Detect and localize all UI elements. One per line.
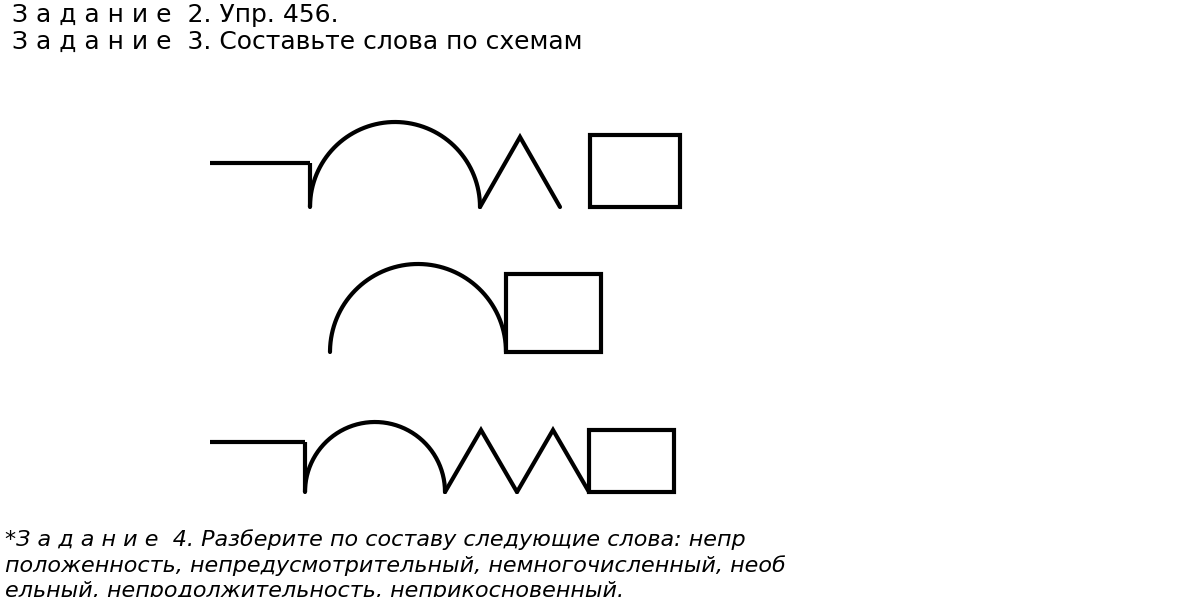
Text: З а д а н и е  2. Упр. 456.: З а д а н и е 2. Упр. 456. xyxy=(12,3,339,27)
Bar xyxy=(590,135,679,207)
Text: *З а д а н и е  4. Разберите по составу следующие слова: непр: *З а д а н и е 4. Разберите по составу с… xyxy=(5,529,746,550)
Text: З а д а н и е  3. Составьте слова по схемам: З а д а н и е 3. Составьте слова по схем… xyxy=(12,30,582,54)
Bar xyxy=(589,430,674,492)
Text: ельный, непродолжительность, неприкосновенный.: ельный, непродолжительность, неприкоснов… xyxy=(5,581,624,597)
Text: положенность, непредусмотрительный, немногочисленный, необ: положенность, непредусмотрительный, немн… xyxy=(5,555,785,576)
Bar xyxy=(506,274,601,352)
